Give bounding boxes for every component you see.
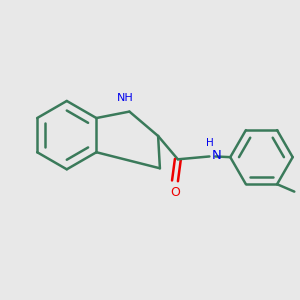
Text: NH: NH <box>117 93 133 103</box>
Text: N: N <box>212 149 222 162</box>
Text: H: H <box>206 137 213 148</box>
Text: O: O <box>170 186 180 199</box>
